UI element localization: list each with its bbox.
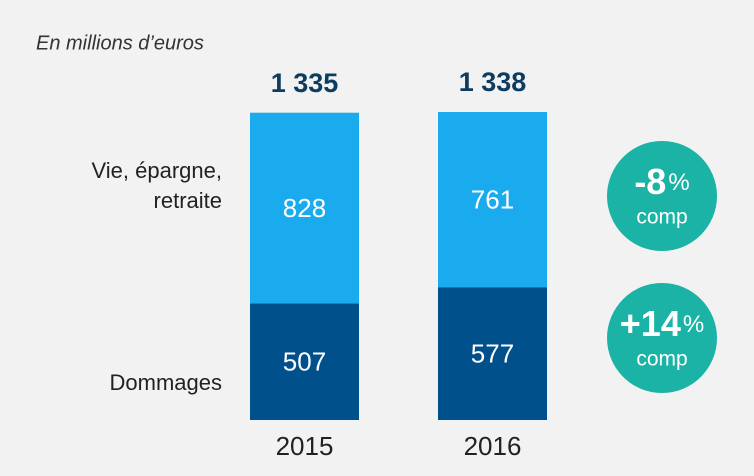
bar-segment [250, 303, 359, 420]
x-tick-label: 2016 [464, 431, 522, 461]
badge [607, 283, 717, 393]
x-tick-label: 2015 [276, 431, 334, 461]
subtitle: En millions d’euros [36, 32, 204, 54]
bar-segment [250, 112, 359, 304]
badge-unit: % [683, 311, 704, 338]
value-label: 761 [471, 184, 514, 214]
badge [607, 141, 717, 251]
series-label: Vie, épargne, retraite [91, 158, 222, 213]
badge-value: -8% [634, 161, 689, 202]
bar-segment [438, 287, 547, 420]
series-label: Dommages [109, 370, 222, 395]
total-label: 1 338 [459, 67, 527, 97]
badge-note: comp [636, 348, 687, 371]
badge-note: comp [636, 206, 687, 229]
badge-number: -8 [634, 161, 666, 202]
value-label: 507 [283, 347, 326, 377]
value-label: 577 [471, 338, 514, 368]
badge-number: +14 [620, 303, 681, 344]
badge-value: +14% [620, 303, 704, 344]
total-label: 1 335 [271, 68, 339, 98]
value-label: 828 [283, 193, 326, 223]
badge-unit: % [668, 169, 689, 196]
bar-segment [438, 112, 547, 288]
